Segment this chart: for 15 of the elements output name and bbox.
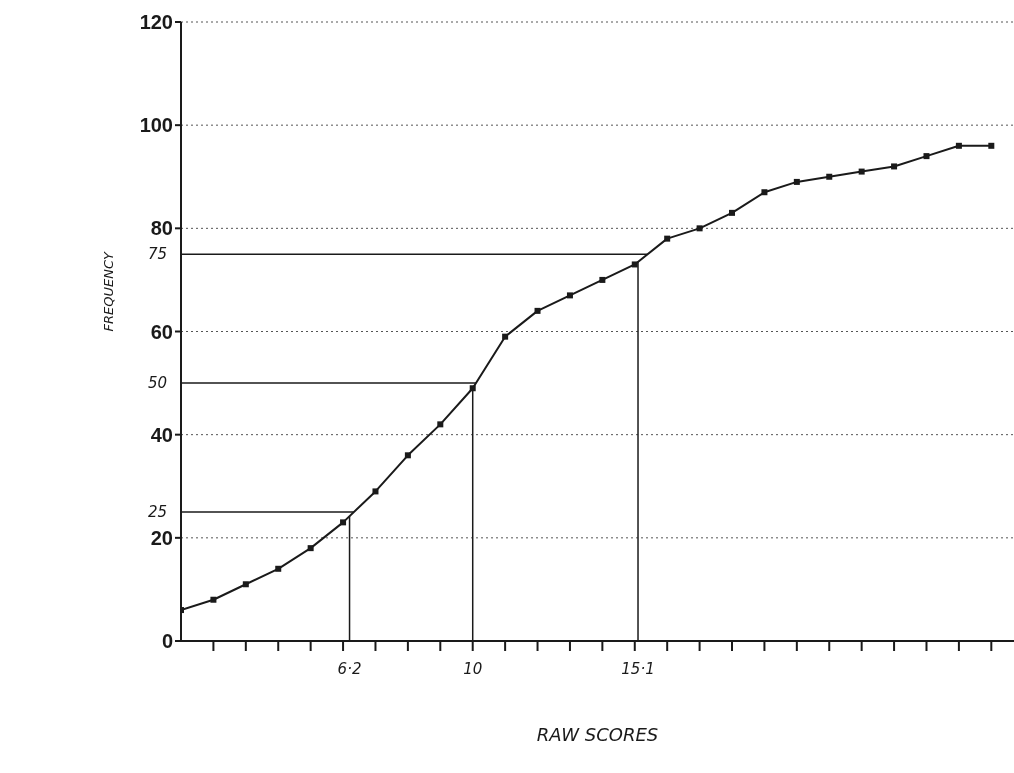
y-tick-label: 80 — [150, 217, 173, 240]
ref-line-label: 15·1 — [621, 659, 655, 678]
y-tick-label: 0 — [161, 630, 173, 653]
ref-line-label: 6·2 — [337, 659, 362, 678]
y-tick-label: 100 — [139, 114, 173, 137]
y-tick-label: 60 — [150, 320, 173, 343]
ref-line-label: 25 — [147, 503, 167, 522]
ref-line-label: 75 — [147, 245, 167, 264]
ref-line-label: 10 — [463, 659, 483, 678]
y-axis-title: FREQUENCY — [100, 251, 116, 332]
x-axis-title: RAW SCORES — [536, 724, 659, 745]
ref-line-label: 50 — [147, 374, 167, 393]
y-tick-label: 40 — [150, 423, 173, 446]
y-tick-label: 120 — [139, 11, 173, 34]
y-tick-label: 20 — [150, 526, 173, 549]
